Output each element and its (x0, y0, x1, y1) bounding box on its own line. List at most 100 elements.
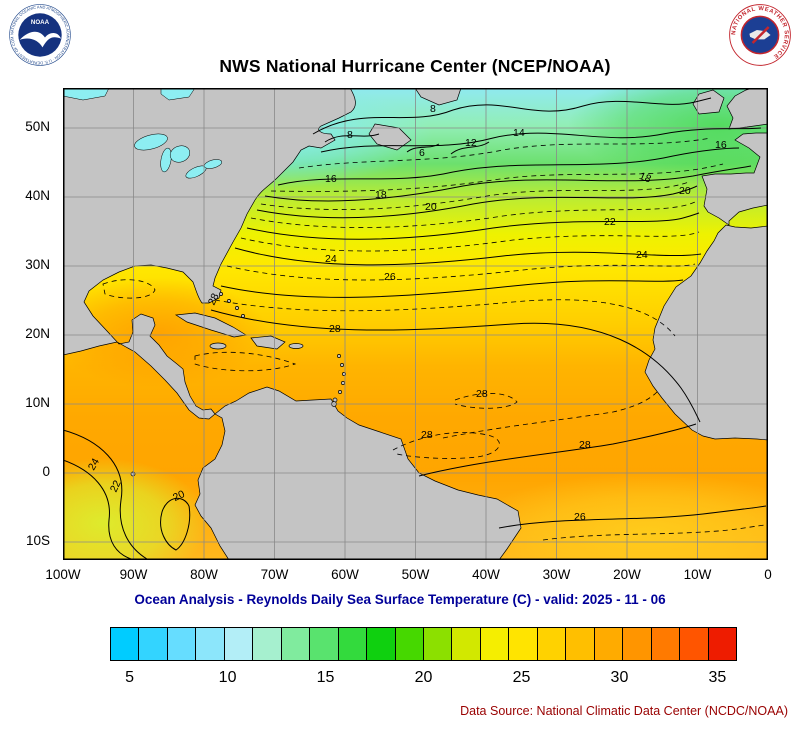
contour-label: 6 (419, 147, 425, 159)
x-tick-label: 90W (119, 567, 148, 582)
colorbar-tick-label: 35 (708, 669, 727, 686)
y-tick-label: 20N (25, 326, 50, 341)
colorbar-cell (623, 628, 652, 660)
x-tick-label: 70W (260, 567, 289, 582)
y-tick-label: 40N (25, 188, 50, 203)
contour-label: 12 (465, 137, 477, 149)
y-tick-label: 0 (42, 464, 50, 479)
y-tick-label: 50N (25, 119, 50, 134)
south-atlantic-water (463, 473, 768, 560)
contour-label: 28 (421, 429, 433, 441)
contour-label: 14 (513, 127, 525, 139)
x-tick-label: 80W (190, 567, 218, 582)
colorbar-cell (594, 628, 624, 660)
x-axis-labels: 100W 90W 80W 70W 60W 50W 40W 30W 20W 10W 0 (45, 567, 771, 585)
map-subtitle: Ocean Analysis - Reynolds Daily Sea Surf… (134, 592, 666, 607)
colorbar-cell (111, 628, 140, 660)
y-axis-labels: 50N 40N 30N 20N 10N 0 10S (0, 88, 56, 560)
colorbar-tick-label: 10 (218, 669, 237, 686)
x-tick-label: 10W (683, 567, 712, 582)
colorbar-tick-label: 20 (414, 669, 433, 686)
contour-label: 28 (476, 388, 488, 400)
contour-label: 20 (425, 201, 437, 213)
colorbar-cell (196, 628, 225, 660)
contour-label: 24 (636, 249, 648, 261)
contour-label: 22 (604, 216, 616, 228)
colorbar-cell (167, 628, 197, 660)
colorbar-cell (509, 628, 538, 660)
x-tick-label: 30W (542, 567, 571, 582)
colorbar-tick-label: 30 (610, 669, 629, 686)
sst-map-panel: 8 8 6 12 14 16 16 18 18 20 20 22 24 24 2… (63, 88, 768, 560)
x-tick-label: 0 (764, 567, 772, 582)
colorbar-cell (680, 628, 709, 660)
colorbar-cell (708, 628, 736, 660)
ireland (692, 89, 725, 115)
nws-logo: NATIONAL WEATHER SERVICE (729, 4, 791, 66)
nws-slash-icon (751, 26, 770, 44)
noaa-logo-label: NOAA (31, 19, 50, 26)
sst-map: 8 8 6 12 14 16 16 18 18 20 20 22 24 24 2… (63, 88, 768, 560)
contour-label: 22 (108, 478, 124, 494)
iberia-france (701, 132, 768, 226)
x-tick-label: 100W (45, 567, 81, 582)
colorbar-cell (423, 628, 453, 660)
colorbar-cell (338, 628, 368, 660)
contour-label: 26 (574, 511, 586, 523)
colorbar-cell (281, 628, 311, 660)
contour-label: 28 (329, 323, 341, 335)
south-america (194, 386, 522, 560)
page-title: NWS National Hurricane Center (NCEP/NOAA… (219, 56, 611, 76)
colorbar-cell (224, 628, 254, 660)
contour-label: 20 (171, 488, 187, 504)
contours-dashed (102, 137, 766, 541)
puerto-rico (288, 343, 304, 349)
colorbar-tick-label: 5 (125, 669, 135, 686)
contour-label: 24 (86, 456, 102, 472)
contour-label: 26 (384, 271, 396, 283)
contour-label: 16 (325, 173, 337, 185)
y-tick-label: 10S (25, 533, 50, 548)
colorbar-cells (110, 627, 737, 661)
colorbar-ticks: 5 10 15 20 25 30 35 (110, 669, 737, 691)
x-tick-label: 60W (331, 567, 359, 582)
hispaniola (250, 335, 286, 350)
contour-label: 20 (679, 185, 691, 197)
colorbar-cell (651, 628, 681, 660)
colorbar-cell (253, 628, 282, 660)
contour-label: 8 (430, 103, 436, 115)
colorbar-cell (566, 628, 595, 660)
africa (644, 224, 768, 441)
noaa-seagull-icon (19, 31, 62, 48)
data-source-note: Data Source: National Climatic Data Cent… (460, 704, 788, 718)
colorbar-cell (480, 628, 510, 660)
colorbar-cell (367, 628, 396, 660)
jamaica (209, 342, 227, 350)
colorbar-tick-label: 25 (512, 669, 531, 686)
x-tick-label: 50W (401, 567, 430, 582)
colorbar-cell (452, 628, 481, 660)
contour-label: 24 (325, 253, 337, 265)
x-tick-label: 40W (472, 567, 500, 582)
colorbar-tick-label: 15 (316, 669, 335, 686)
contour-labels: 8 8 6 12 14 16 16 18 18 20 20 22 24 24 2… (86, 103, 727, 523)
contour-label: 16 (715, 139, 727, 151)
colorbar-cell (310, 628, 339, 660)
contour-label: 8 (347, 129, 353, 141)
y-tick-label: 10N (25, 395, 50, 410)
y-tick-label: 30N (25, 257, 50, 272)
colorbar-cell (537, 628, 567, 660)
north-america (63, 88, 356, 420)
bahamas (219, 292, 245, 318)
map-border (63, 88, 768, 560)
colorbar-cell (139, 628, 168, 660)
colorbar-cell (395, 628, 424, 660)
contour-label: 18 (637, 170, 652, 186)
contour-label: 28 (579, 439, 591, 451)
x-tick-label: 20W (613, 567, 641, 582)
greenland (414, 88, 462, 106)
contours-solid (63, 97, 767, 560)
landmasses (63, 88, 768, 560)
great-lakes-and-bays (63, 88, 223, 179)
